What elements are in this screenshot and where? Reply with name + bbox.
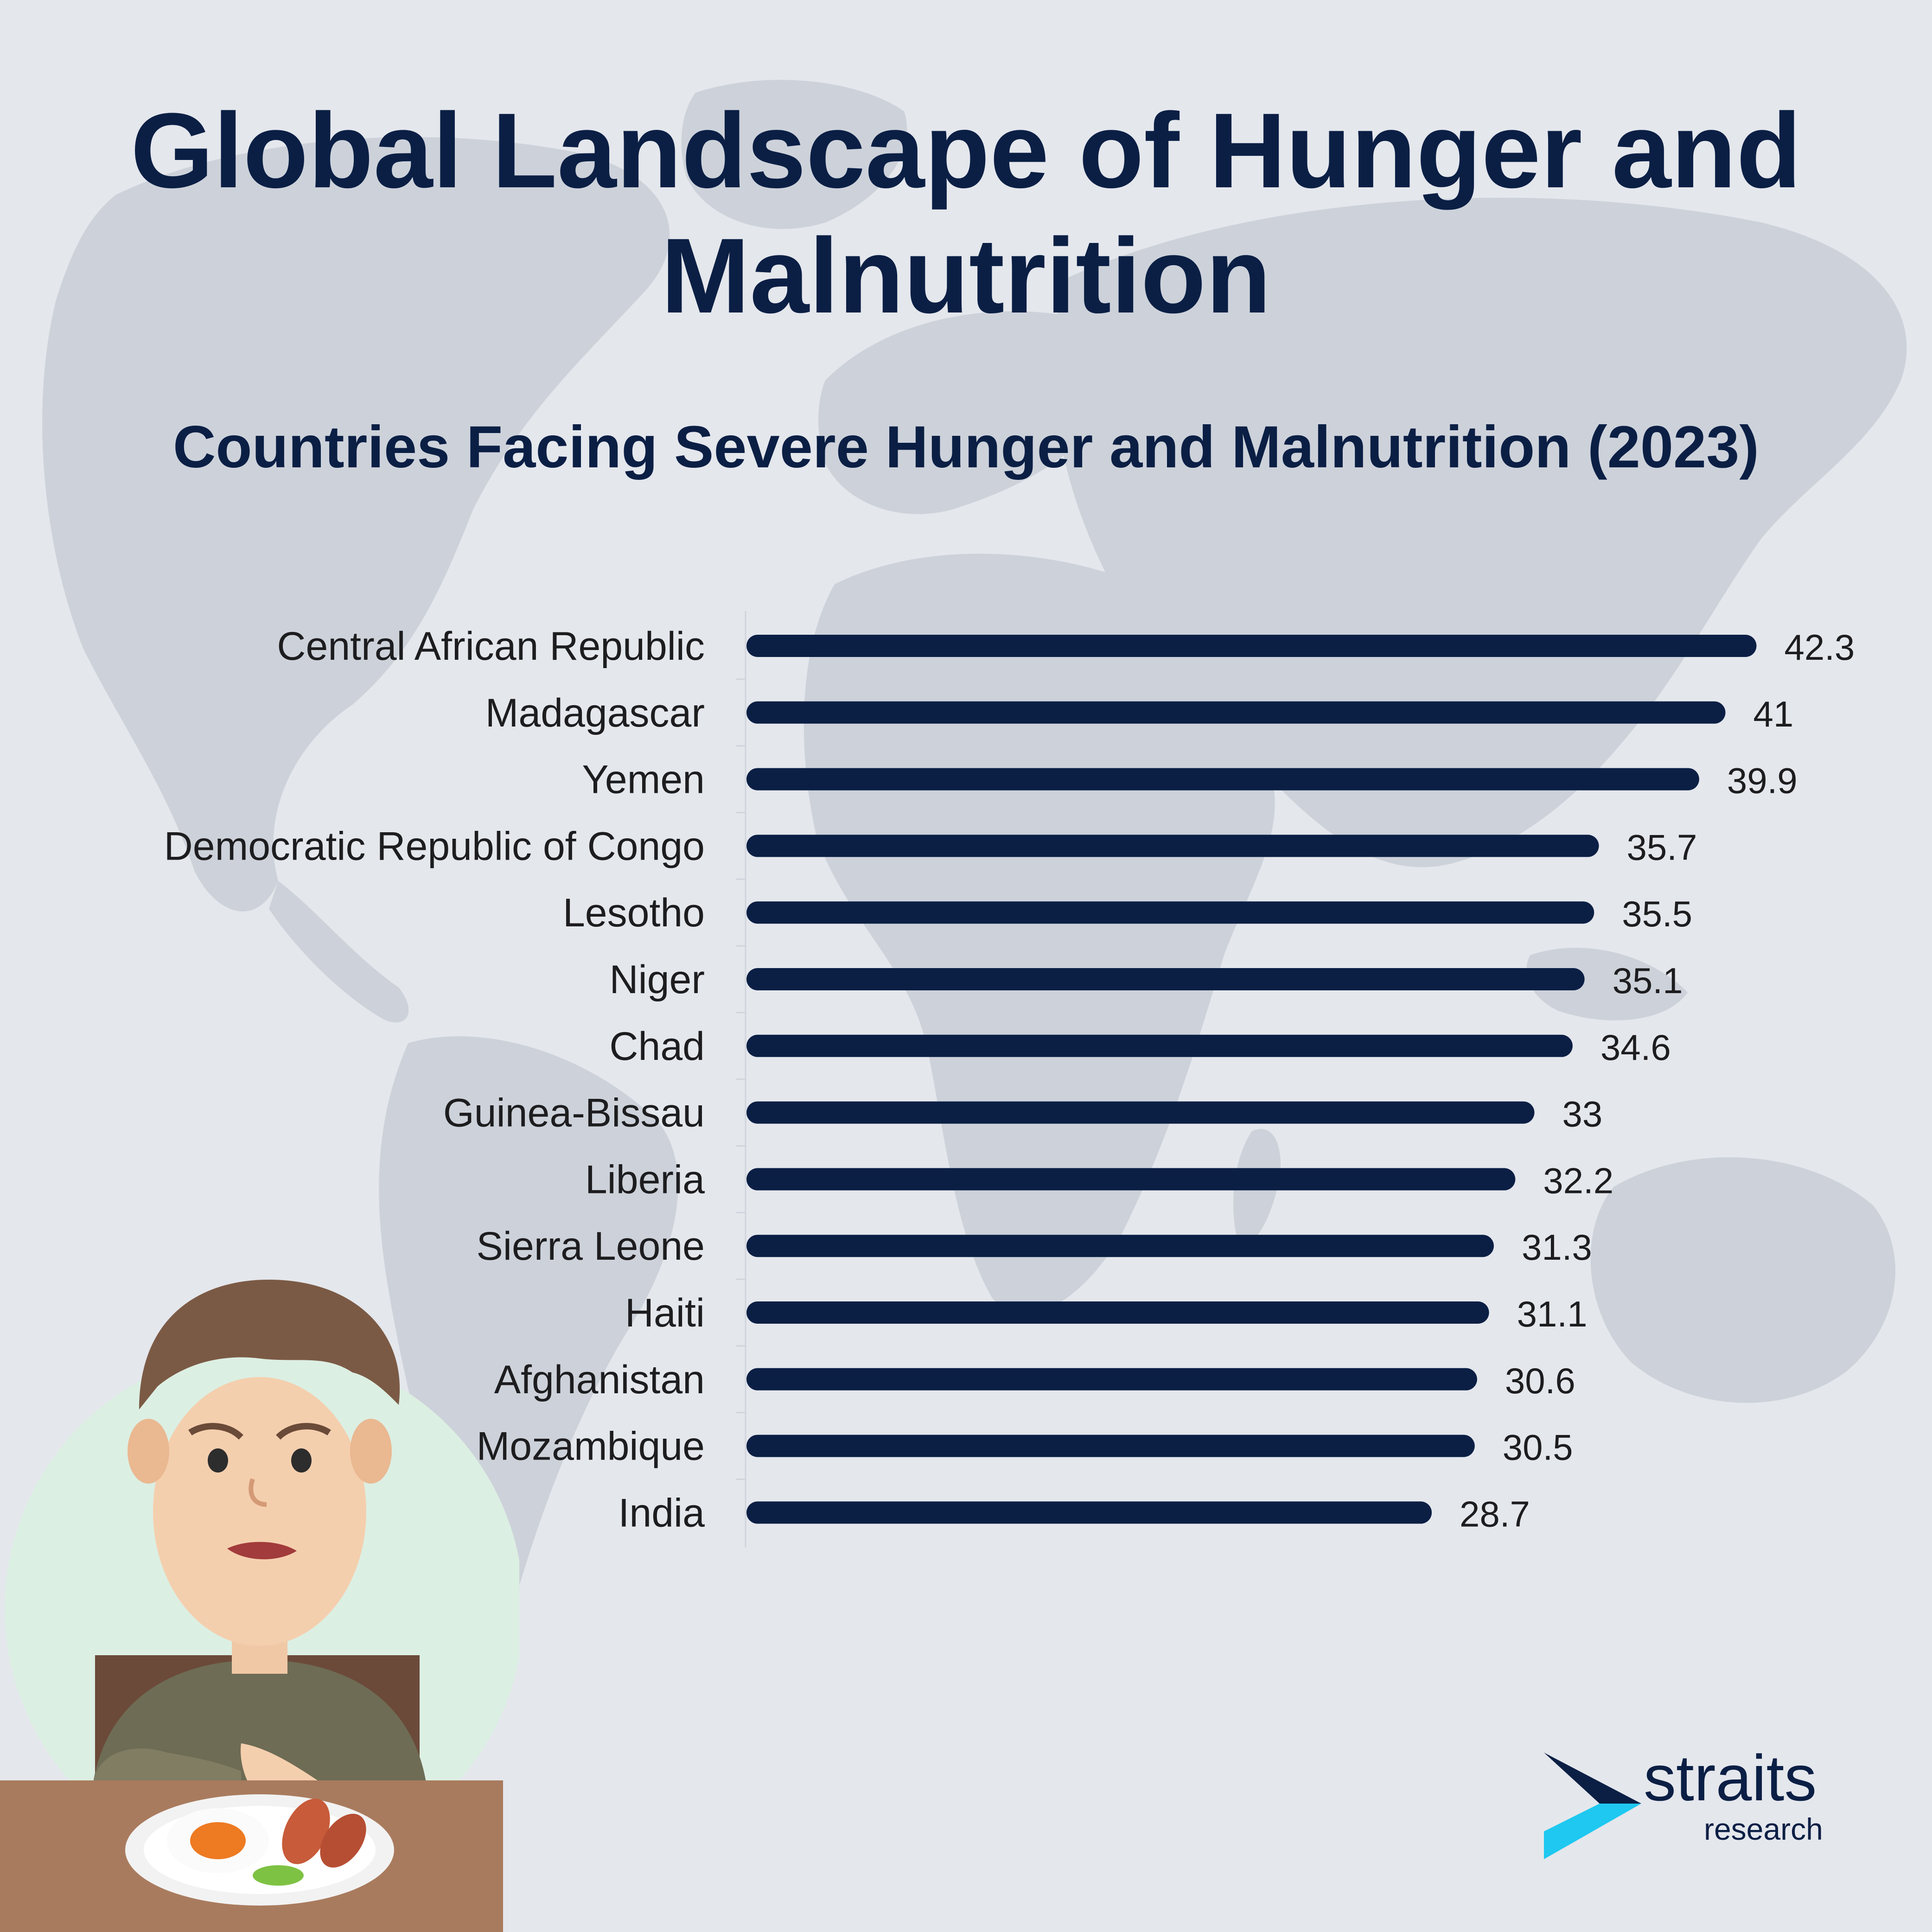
category-label: Afghanistan (494, 1358, 705, 1402)
page-title: Global Landscape of Hunger and Malnutrit… (130, 91, 1802, 335)
bar-5 (746, 968, 1585, 990)
logo-wordmark: straits (1644, 1741, 1817, 1814)
bar-3 (746, 835, 1599, 857)
bar-6 (746, 1034, 1573, 1057)
category-label: Central African Republic (277, 624, 705, 669)
sausage-two (320, 1814, 366, 1868)
straits-research-logo: straits research (1544, 1743, 1845, 1859)
bar-11 (746, 1368, 1477, 1390)
logo-subtext: research (1704, 1812, 1823, 1846)
category-label: Haiti (625, 1291, 705, 1335)
category-label: Democratic Republic of Congo (164, 824, 705, 868)
value-label: 42.3 (1784, 627, 1855, 668)
bar-12 (746, 1435, 1475, 1457)
value-label: 30.5 (1503, 1427, 1573, 1468)
bar-9 (746, 1235, 1494, 1257)
map-europe (818, 311, 1117, 514)
bar-2 (746, 768, 1699, 791)
value-label: 39.9 (1727, 760, 1798, 801)
value-label: 41 (1753, 694, 1794, 734)
boy-left-eye (208, 1448, 228, 1473)
map-australia (1590, 1157, 1895, 1403)
peas (253, 1865, 304, 1886)
category-label: Sierra Leone (477, 1224, 705, 1269)
value-label: 28.7 (1460, 1493, 1530, 1534)
map-north-america (42, 137, 670, 912)
bar-7 (746, 1101, 1535, 1124)
bar-4 (746, 901, 1594, 924)
category-label: Chad (609, 1024, 705, 1069)
egg-yolk (190, 1822, 246, 1859)
map-southeast-asia-islands (1526, 948, 1688, 1020)
value-label: 35.1 (1613, 960, 1683, 1001)
hungry-boy-illustration (0, 1280, 519, 1932)
boy-nose (249, 1478, 267, 1507)
boy-left-ear (128, 1419, 169, 1484)
boy-left-brow (188, 1423, 243, 1440)
bar-0 (746, 635, 1757, 657)
map-asia (1054, 198, 1907, 867)
sausage-one (282, 1798, 330, 1864)
value-label: 35.5 (1622, 893, 1692, 934)
bar-13 (746, 1501, 1432, 1524)
map-central-america (269, 881, 409, 1023)
category-label: Liberia (585, 1157, 705, 1202)
value-label: 30.6 (1505, 1360, 1575, 1401)
boy-hair (139, 1280, 400, 1409)
chart-subtitle: Countries Facing Severe Hunger and Malnu… (172, 414, 1760, 480)
category-label: Niger (609, 957, 705, 1002)
category-label: Mozambique (477, 1424, 705, 1469)
category-label: India (618, 1491, 705, 1535)
map-greenland (681, 80, 907, 229)
value-label: 34.6 (1600, 1027, 1671, 1068)
boy-face (153, 1377, 366, 1646)
boy-right-ear (350, 1419, 392, 1484)
bar-10 (746, 1301, 1489, 1324)
boy-right-brow (276, 1423, 331, 1440)
value-label: 31.3 (1522, 1227, 1592, 1268)
category-label: Yemen (582, 758, 705, 802)
boy-right-eye (291, 1448, 312, 1473)
boy-mouth (227, 1542, 297, 1560)
logo-arrow-icon (1544, 1753, 1641, 1859)
bar-8 (746, 1168, 1516, 1191)
value-label: 32.2 (1543, 1160, 1613, 1201)
category-label: Guinea-Bissau (443, 1091, 705, 1135)
value-label: 35.7 (1627, 827, 1697, 867)
bar-1 (746, 701, 1726, 724)
category-label: Madagascar (485, 691, 705, 735)
value-label: 33 (1562, 1094, 1603, 1135)
category-label: Lesotho (563, 891, 705, 935)
value-label: 31.1 (1517, 1294, 1588, 1334)
